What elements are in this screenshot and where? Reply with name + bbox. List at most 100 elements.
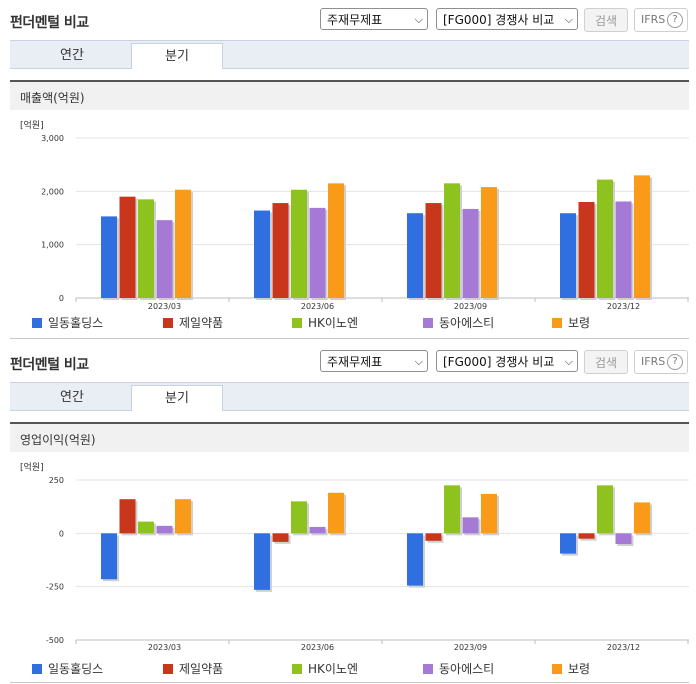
tab-annual[interactable]: 연간: [60, 390, 84, 405]
legend-item[interactable]: 제일약품: [163, 314, 223, 331]
legend-label: 보령: [568, 662, 591, 676]
section-header: 펀더멘털 비교 주재무제표 ⌵ [FG000] 경쟁사 비교 ⌵ 검색 IFRS…: [0, 0, 696, 38]
legend-item[interactable]: HK이노엔: [292, 660, 358, 677]
bar-HK이노엔-2023/12: [597, 485, 613, 534]
bar-HK이노엔-2023/09: [444, 183, 460, 298]
y-tick-label: 250: [49, 476, 64, 485]
y-tick-label: 0: [59, 529, 64, 538]
bar-동아에스티-2023/09: [462, 517, 479, 534]
bar-동아에스티-2023/12: [615, 201, 632, 298]
x-tick-label: 2023/12: [607, 302, 640, 311]
legend-label: 제일약품: [179, 662, 224, 676]
legend-swatch: [32, 318, 42, 328]
bar-제일약품-2023/09: [425, 533, 442, 541]
revenue-bar-chart: 0 1,000 2,000 3,000 2023/03 2023/06 2023/09 202…: [41, 134, 689, 311]
bar-HK이노엔-2023/12: [597, 179, 613, 298]
help-icon: ?: [667, 354, 683, 370]
bar-동아에스티-2023/06: [309, 526, 326, 534]
bar-HK이노엔-2023/03: [138, 521, 154, 534]
bar-일동홀딩스-2023/12: [560, 533, 576, 554]
chevron-down-icon: ⌵: [564, 13, 573, 26]
unit-label: [억원]: [20, 463, 44, 473]
ifrs-label: IFRS: [641, 13, 666, 26]
search-button[interactable]: 검색: [584, 350, 628, 374]
x-tick-label: 2023/12: [607, 643, 640, 652]
legend-item[interactable]: 동아에스티: [423, 314, 494, 331]
legend-item[interactable]: 보령: [552, 660, 590, 677]
legend-label: 보령: [568, 316, 591, 330]
x-tick-label: 2023/09: [454, 643, 487, 652]
section-title: 펀더멘털 비교: [10, 357, 89, 373]
bar-보령-2023/12: [634, 175, 650, 298]
statement-select-value: 주재무제표: [327, 355, 383, 369]
legend-label: 일동홀딩스: [48, 662, 104, 676]
legend-swatch: [423, 318, 433, 328]
legend-label: HK이노엔: [308, 662, 359, 676]
tab-quarterly[interactable]: 분기: [131, 385, 223, 411]
chart-legend: 일동홀딩스 제일약품 HK이노엔 동아에스티 보령: [10, 314, 689, 330]
bar-일동홀딩스-2023/03: [101, 216, 117, 298]
legend-label: 제일약품: [179, 316, 224, 330]
legend-item[interactable]: 일동홀딩스: [32, 314, 103, 331]
legend-swatch: [552, 318, 562, 328]
chart-title: 매출액(억원): [20, 91, 85, 105]
compare-select[interactable]: [FG000] 경쟁사 비교 ⌵: [436, 350, 578, 372]
legend-item[interactable]: 일동홀딩스: [32, 660, 103, 677]
bar-제일약품-2023/06: [272, 533, 289, 542]
bar-동아에스티-2023/06: [309, 207, 326, 298]
statement-select[interactable]: 주재무제표 ⌵: [320, 8, 428, 30]
bar-보령-2023/03: [175, 189, 191, 298]
period-tabs: 연간 분기: [10, 382, 689, 411]
compare-select[interactable]: [FG000] 경쟁사 비교 ⌵: [436, 8, 578, 30]
period-tabs: 연간 분기: [10, 40, 689, 69]
search-button[interactable]: 검색: [584, 8, 628, 32]
bar-동아에스티-2023/12: [615, 533, 632, 544]
bar-HK이노엔-2023/09: [444, 485, 460, 534]
chart-title: 영업이익(억원): [20, 433, 96, 447]
legend-label: 일동홀딩스: [48, 316, 104, 330]
x-tick-label: 2023/03: [148, 302, 181, 311]
bar-일동홀딩스-2023/06: [254, 210, 270, 298]
statement-select-value: 주재무제표: [327, 13, 383, 27]
legend-swatch: [32, 664, 42, 674]
chevron-down-icon: ⌵: [564, 355, 573, 368]
tab-annual[interactable]: 연간: [60, 48, 84, 63]
chart-legend: 일동홀딩스 제일약품 HK이노엔 동아에스티 보령: [10, 660, 689, 676]
bar-일동홀딩스-2023/06: [254, 533, 270, 590]
bar-제일약품-2023/03: [119, 499, 136, 534]
legend-item[interactable]: 보령: [552, 314, 590, 331]
bar-보령-2023/06: [328, 492, 344, 534]
ifrs-help-button[interactable]: IFRS ?: [634, 8, 688, 32]
y-tick-label: 0: [59, 294, 64, 303]
statement-select[interactable]: 주재무제표 ⌵: [320, 350, 428, 372]
metric-title-bar: 영업이익(억원): [10, 422, 689, 452]
compare-select-value: [FG000] 경쟁사 비교: [443, 355, 555, 369]
bar-일동홀딩스-2023/12: [560, 213, 576, 298]
legend-item[interactable]: 제일약품: [163, 660, 223, 677]
section-title: 펀더멘털 비교: [10, 15, 89, 31]
bar-제일약품-2023/12: [578, 202, 595, 298]
compare-select-value: [FG000] 경쟁사 비교: [443, 13, 555, 27]
chevron-down-icon: ⌵: [414, 355, 423, 368]
legend-item[interactable]: HK이노엔: [292, 314, 358, 331]
bar-보령-2023/09: [481, 493, 497, 534]
bar-HK이노엔-2023/06: [291, 501, 307, 534]
fundamental-compare-section-1: 펀더멘털 비교 주재무제표 ⌵ [FG000] 경쟁사 비교 ⌵ 검색 IFRS…: [0, 0, 696, 340]
bar-HK이노엔-2023/06: [291, 189, 307, 298]
ifrs-help-button[interactable]: IFRS ?: [634, 350, 688, 374]
operating-profit-bar-chart: 250 0 -250 -500 2023/03 2023/06 2023/09 2023/12: [46, 476, 689, 652]
bar-제일약품-2023/12: [578, 533, 595, 539]
bar-보령-2023/06: [328, 183, 344, 298]
legend-swatch: [163, 664, 173, 674]
legend-item[interactable]: 동아에스티: [423, 660, 494, 677]
bar-보령-2023/12: [634, 502, 650, 534]
bar-일동홀딩스-2023/09: [407, 533, 423, 586]
legend-label: HK이노엔: [308, 316, 359, 330]
help-icon: ?: [667, 12, 683, 28]
tab-quarterly[interactable]: 분기: [131, 43, 223, 69]
bar-일동홀딩스-2023/03: [101, 533, 117, 580]
y-tick-label: 3,000: [41, 134, 64, 143]
bar-일동홀딩스-2023/09: [407, 213, 423, 298]
bar-보령-2023/09: [481, 187, 497, 298]
bar-제일약품-2023/03: [119, 196, 136, 298]
